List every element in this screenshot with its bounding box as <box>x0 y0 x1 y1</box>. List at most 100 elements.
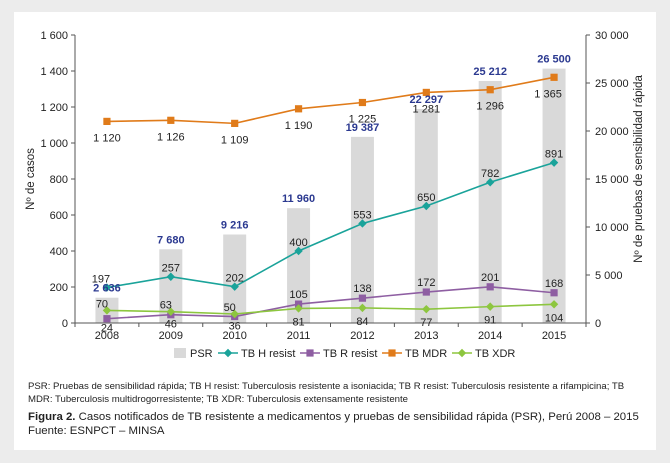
series-data-label: 84 <box>356 316 368 328</box>
legend-marker <box>223 348 233 358</box>
psr-bar-label: 26 500 <box>537 54 571 66</box>
series-point <box>294 105 303 113</box>
psr-bar-label: 22 297 <box>409 94 443 106</box>
psr-bar <box>414 108 438 324</box>
series-point <box>294 304 303 313</box>
series-data-label: 202 <box>226 273 244 285</box>
series-data-label: 1 120 <box>93 132 121 144</box>
psr-bar <box>350 136 374 323</box>
y-right-tick-label: 20 000 <box>595 126 629 138</box>
psr-bar <box>287 208 311 323</box>
series-data-label: 1 296 <box>476 101 504 113</box>
x-tick-label: 2009 <box>159 330 183 342</box>
series-data-label: 46 <box>165 319 177 331</box>
series-data-label: 63 <box>160 300 172 312</box>
psr-bar-label: 7 680 <box>157 234 185 246</box>
series-point <box>166 272 176 281</box>
series-data-label: 891 <box>545 149 563 161</box>
y-right-tick-label: 15 000 <box>595 174 629 186</box>
figure-caption: Figura 2. Casos notificados de TB resist… <box>28 410 648 438</box>
series-point <box>358 303 367 313</box>
series-point <box>230 309 239 319</box>
series-point <box>358 98 367 107</box>
legend-swatch-psr <box>174 348 186 358</box>
series-point <box>486 283 494 291</box>
legend-label: TB R resist <box>323 348 377 360</box>
series-data-label: 1 225 <box>349 114 377 126</box>
y-right-axis-title: Nº de pruebas de sensibilidad rápida <box>633 75 645 263</box>
legend-marker <box>457 348 467 358</box>
series-point <box>486 86 494 94</box>
series-point <box>549 300 559 309</box>
series-point <box>294 246 303 256</box>
series-line-tb-h-resist <box>106 161 555 289</box>
psr-bar-label: 2 636 <box>93 283 121 295</box>
series-point <box>358 294 367 302</box>
series-point <box>485 178 495 187</box>
legend-label: TB MDR <box>405 348 447 360</box>
series-data-label: 1 126 <box>157 131 185 143</box>
legend-label: TB XDR <box>475 348 515 360</box>
series-point <box>103 315 111 323</box>
y-left-tick-label: 800 <box>50 174 68 186</box>
psr-bar-label: 9 216 <box>221 220 249 232</box>
y-right-tick-label: 0 <box>595 318 601 330</box>
x-tick-label: 2014 <box>478 330 502 342</box>
series-point <box>422 288 430 296</box>
x-tick-label: 2012 <box>350 330 374 342</box>
series-point <box>422 304 431 314</box>
series-point <box>103 117 111 125</box>
series-data-label: 168 <box>545 278 563 290</box>
series-point <box>550 73 558 81</box>
series-data-label: 650 <box>417 192 435 204</box>
y-left-tick-label: 600 <box>50 210 68 222</box>
x-tick-label: 2015 <box>542 330 566 342</box>
series-point <box>102 283 112 292</box>
x-tick-label: 2013 <box>414 330 438 342</box>
series-point <box>422 88 430 97</box>
series-point <box>358 219 367 228</box>
psr-bar-label: 11 960 <box>282 193 315 205</box>
series-line-tb-mdr <box>106 76 555 125</box>
y-left-tick-label: 1 200 <box>40 102 68 114</box>
series-point <box>230 282 239 291</box>
x-tick-label: 2011 <box>287 330 311 342</box>
y-right-tick-label: 25 000 <box>595 78 629 90</box>
series-data-label: 138 <box>353 283 371 295</box>
series-data-label: 553 <box>353 209 371 221</box>
series-data-label: 81 <box>292 316 304 328</box>
series-point <box>294 300 303 308</box>
series-point <box>231 119 239 127</box>
series-data-label: 172 <box>417 277 435 289</box>
series-point <box>422 201 431 211</box>
y-left-tick-label: 200 <box>50 282 68 294</box>
series-data-label: 24 <box>101 323 113 335</box>
caption-text: Casos notificados de TB resistente a med… <box>28 411 639 437</box>
series-data-label: 91 <box>484 315 496 327</box>
legend-marker <box>388 349 396 357</box>
y-left-tick-label: 1 600 <box>40 30 68 42</box>
y-right-tick-label: 5 000 <box>595 270 623 282</box>
y-left-tick-label: 0 <box>62 318 68 330</box>
series-data-label: 201 <box>481 272 499 284</box>
psr-bar <box>542 68 566 323</box>
y-left-tick-label: 400 <box>50 246 68 258</box>
legend-label: PSR <box>190 348 213 360</box>
legend-marker <box>306 349 314 357</box>
y-right-tick-label: 10 000 <box>595 222 629 234</box>
figure-panel: 0 200 400 600 800 1 000 1 200 1 400 1 600 0 5 000 1… <box>14 12 656 450</box>
legend-label: TB H resist <box>241 348 295 360</box>
series-data-label: 400 <box>289 237 307 249</box>
psr-bar <box>159 249 183 323</box>
series-point <box>166 307 176 316</box>
psr-bar-label: 19 387 <box>346 122 380 134</box>
series-point <box>550 289 558 297</box>
series-data-label: 1 109 <box>221 134 249 146</box>
series-data-label: 50 <box>224 302 236 314</box>
series-point <box>167 116 175 124</box>
series-data-label: 36 <box>229 321 241 333</box>
series-data-label: 782 <box>481 168 499 180</box>
x-tick-label: 2010 <box>222 330 246 342</box>
psr-bar-label: 25 212 <box>473 66 507 78</box>
series-data-label: 1 365 <box>534 88 562 100</box>
